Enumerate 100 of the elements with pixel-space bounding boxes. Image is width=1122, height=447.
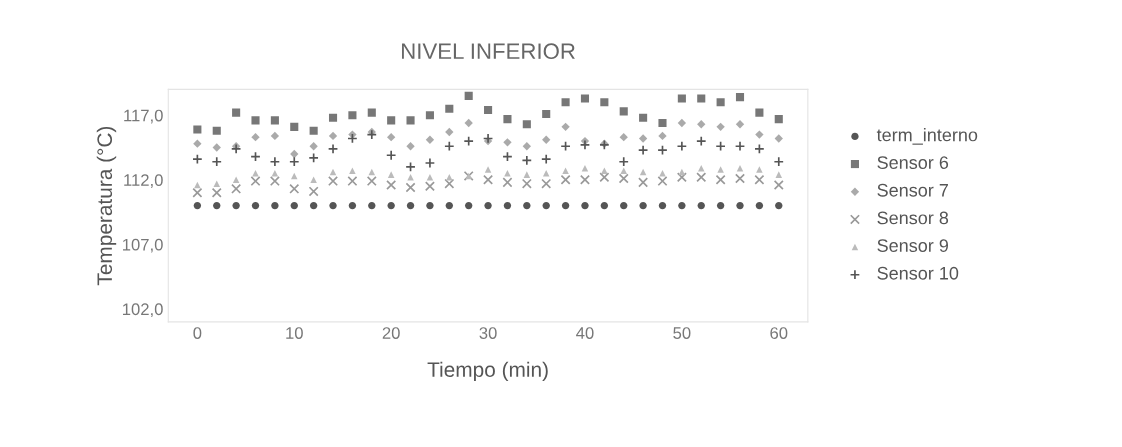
point bbox=[327, 143, 339, 155]
point bbox=[522, 142, 531, 151]
point bbox=[579, 174, 590, 185]
point bbox=[387, 116, 396, 125]
point bbox=[561, 201, 570, 210]
point bbox=[659, 170, 666, 177]
point bbox=[425, 111, 434, 120]
legend-label: Sensor 9 bbox=[877, 239, 949, 252]
point bbox=[192, 187, 203, 198]
x-axis-title: Tiempo (min) bbox=[427, 361, 548, 382]
point bbox=[562, 167, 569, 175]
y-tick-label: 102,0 bbox=[123, 303, 163, 318]
point bbox=[445, 127, 454, 137]
point bbox=[232, 201, 240, 210]
point bbox=[678, 201, 686, 210]
point bbox=[561, 98, 570, 107]
point bbox=[619, 133, 628, 142]
y-tick-label: 117,0 bbox=[124, 109, 163, 124]
point bbox=[658, 131, 667, 141]
point bbox=[310, 176, 317, 184]
point bbox=[464, 91, 473, 100]
point bbox=[503, 201, 512, 210]
point bbox=[270, 131, 280, 141]
point bbox=[230, 143, 242, 155]
point bbox=[213, 201, 221, 210]
legend-label: Sensor 7 bbox=[877, 183, 948, 197]
point bbox=[773, 179, 784, 190]
point bbox=[193, 125, 202, 134]
point bbox=[523, 171, 531, 178]
x-tick-label: 20 bbox=[382, 327, 400, 339]
point bbox=[696, 172, 707, 183]
point bbox=[424, 181, 435, 192]
point bbox=[735, 173, 746, 184]
point bbox=[405, 182, 416, 193]
point bbox=[444, 140, 455, 152]
legend-label: term_interno bbox=[876, 128, 978, 145]
point bbox=[697, 94, 706, 103]
point bbox=[445, 104, 454, 113]
legend-label: Sensor 6 bbox=[877, 156, 949, 169]
x-tick-label: 0 bbox=[193, 327, 202, 339]
point bbox=[328, 113, 338, 122]
point bbox=[251, 201, 260, 210]
point bbox=[464, 118, 473, 128]
point bbox=[619, 107, 628, 116]
legend-label: Sensor 10 bbox=[877, 266, 959, 280]
point bbox=[290, 122, 299, 131]
point bbox=[309, 201, 318, 210]
point bbox=[465, 201, 473, 210]
point bbox=[425, 135, 435, 144]
point bbox=[232, 176, 240, 184]
point bbox=[639, 113, 648, 122]
point bbox=[658, 118, 667, 128]
point bbox=[676, 172, 687, 183]
point bbox=[211, 156, 222, 167]
point bbox=[231, 183, 242, 194]
point bbox=[502, 177, 513, 188]
point bbox=[775, 201, 783, 210]
point bbox=[677, 94, 686, 103]
point bbox=[251, 133, 260, 142]
x-tick-label: 30 bbox=[479, 327, 497, 339]
point bbox=[561, 122, 570, 132]
point bbox=[658, 201, 667, 210]
point bbox=[717, 166, 724, 173]
point bbox=[503, 115, 512, 124]
point bbox=[755, 130, 764, 139]
point bbox=[696, 135, 707, 147]
point bbox=[193, 139, 202, 148]
point bbox=[347, 176, 358, 187]
point bbox=[620, 201, 628, 210]
point bbox=[426, 201, 434, 210]
x-tick-label: 50 bbox=[673, 327, 691, 339]
point bbox=[193, 201, 202, 210]
point bbox=[368, 201, 376, 210]
point bbox=[368, 168, 376, 176]
point bbox=[697, 201, 705, 210]
point bbox=[637, 144, 649, 156]
point bbox=[251, 116, 260, 125]
point bbox=[367, 108, 376, 117]
point bbox=[774, 115, 783, 124]
point bbox=[329, 201, 337, 210]
point bbox=[754, 174, 765, 185]
point bbox=[444, 178, 455, 189]
point bbox=[387, 201, 395, 210]
point bbox=[542, 109, 551, 118]
point bbox=[504, 170, 511, 177]
point bbox=[289, 183, 300, 194]
point bbox=[308, 186, 319, 197]
point bbox=[309, 126, 318, 135]
point bbox=[580, 94, 590, 103]
point bbox=[697, 120, 706, 129]
point bbox=[521, 178, 532, 189]
point bbox=[348, 111, 357, 120]
point bbox=[601, 167, 608, 175]
point bbox=[252, 170, 259, 177]
point bbox=[716, 98, 725, 107]
point bbox=[775, 171, 783, 178]
x-tick-label: 40 bbox=[576, 327, 594, 339]
point bbox=[271, 170, 279, 177]
point bbox=[348, 201, 357, 210]
point bbox=[755, 201, 764, 210]
